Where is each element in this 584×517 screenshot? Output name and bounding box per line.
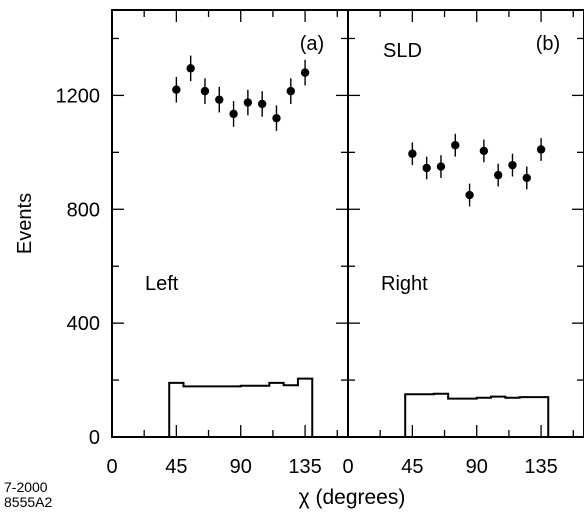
data-point: [493, 170, 503, 180]
y-tick-label: 1200: [56, 85, 101, 107]
data-point: [451, 141, 460, 150]
x-tick-label: 0: [342, 456, 353, 478]
data-point: [186, 64, 195, 73]
data-point: [465, 190, 474, 200]
y-tick-label: 800: [67, 199, 100, 221]
panel-a: 0 45 90 135 0 400 800 1200 (a) Left Events: [14, 9, 349, 478]
histogram-outline: [404, 392, 550, 437]
data-point: [229, 109, 238, 119]
x-tick-label: 0: [106, 456, 117, 478]
figure-code-id: 8555A2: [4, 494, 53, 510]
data-point: [215, 95, 224, 104]
panel-b: 0 45 90 135 (b) Right SLD: [342, 9, 584, 478]
y-axis-title: Events: [14, 193, 36, 254]
plot-frame: [347, 9, 584, 438]
x-axis-title: χ (degrees): [299, 486, 406, 509]
data-point: [172, 85, 181, 94]
y-tick-label: 0: [89, 427, 100, 449]
panel-label: (a): [300, 33, 324, 55]
data-point: [300, 68, 310, 77]
x-tick-label: 45: [401, 456, 423, 478]
x-tick-label: 135: [288, 456, 321, 478]
histogram-outline: [168, 377, 314, 437]
data-point: [257, 99, 267, 109]
side-label: Right: [381, 273, 428, 295]
data-point: [408, 149, 417, 158]
data-point: [522, 173, 531, 183]
plot-frame: [111, 9, 349, 438]
experiment-label: SLD: [383, 40, 422, 62]
side-label: Left: [145, 273, 179, 295]
data-point: [243, 98, 253, 107]
x-tick-label: 45: [165, 456, 187, 478]
x-tick-label: 135: [524, 456, 557, 478]
data-point: [272, 113, 281, 123]
data-point: [508, 160, 517, 170]
y-tick-label: 400: [67, 313, 100, 335]
data-point: [200, 86, 210, 96]
data-point: [479, 146, 489, 156]
panel-label: (b): [536, 33, 560, 55]
data-point: [536, 145, 546, 154]
data-point: [422, 163, 431, 173]
data-point: [286, 86, 295, 96]
x-tick-label: 90: [230, 456, 252, 478]
x-tick-label: 90: [466, 456, 488, 478]
figure-code-date: 7-2000: [4, 479, 48, 495]
data-point: [436, 162, 446, 171]
